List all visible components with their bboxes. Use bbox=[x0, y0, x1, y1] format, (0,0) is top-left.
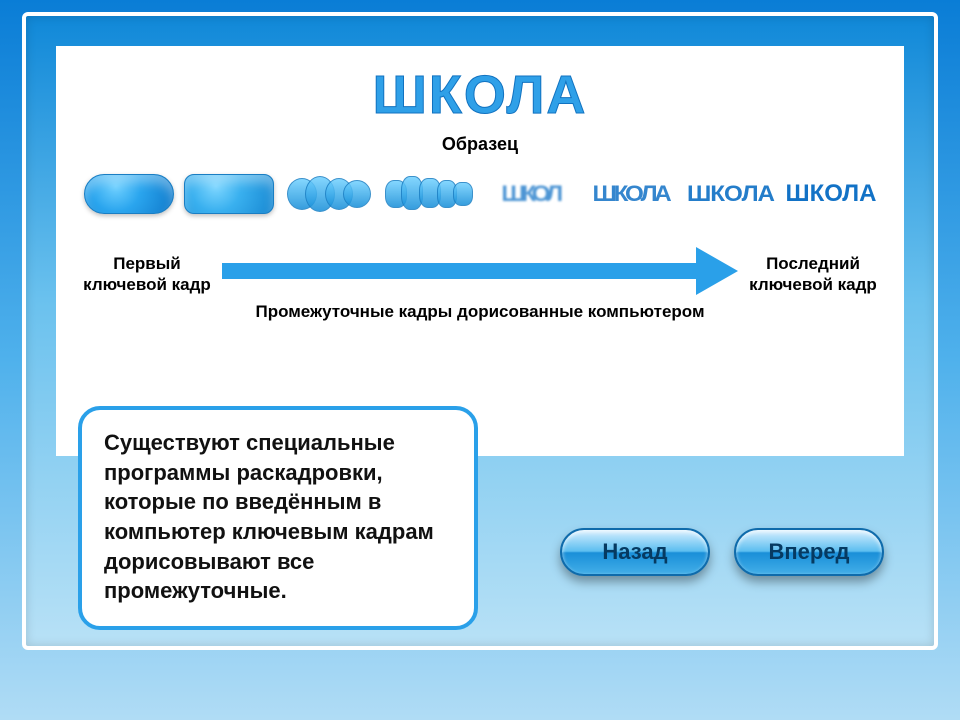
back-button-label: Назад bbox=[602, 539, 667, 565]
back-button[interactable]: Назад bbox=[560, 528, 710, 576]
forward-button[interactable]: Вперед bbox=[734, 528, 884, 576]
first-keyframe-label: Первый ключевой кадр bbox=[82, 253, 212, 296]
keyframe-text: ШКОЛА bbox=[785, 180, 876, 208]
tween-shape bbox=[184, 174, 274, 214]
frame-3 bbox=[283, 172, 377, 216]
frame-5: ШКOЛ bbox=[483, 172, 577, 216]
frame-2 bbox=[182, 172, 276, 216]
frame-1 bbox=[82, 172, 176, 216]
nav-buttons: Назад Вперед bbox=[560, 528, 884, 576]
frame-7: ШКOЛA bbox=[684, 172, 778, 216]
tween-text: ШКOЛA bbox=[687, 181, 774, 207]
info-textbox: Существуют специальные программы раскадр… bbox=[78, 406, 478, 630]
frame-8: ШКОЛА bbox=[784, 172, 878, 216]
last-keyframe-label: Последний ключевой кадр bbox=[748, 253, 878, 296]
tween-shape bbox=[383, 172, 477, 216]
arrow-head-icon bbox=[696, 247, 738, 295]
sample-label: Образец bbox=[56, 134, 904, 155]
page-title: ШКОЛА bbox=[56, 64, 904, 126]
info-text: Существуют специальные программы раскадр… bbox=[104, 428, 452, 606]
forward-button-label: Вперед bbox=[768, 539, 849, 565]
frame-6: ШКOЛA bbox=[583, 172, 677, 216]
tween-text: ШКOЛA bbox=[592, 181, 668, 207]
tween-shape bbox=[283, 172, 377, 216]
tween-label: Промежуточные кадры дорисованные компьют… bbox=[222, 301, 738, 323]
keyframe-shape bbox=[84, 174, 174, 214]
diagram-panel: ШКОЛА Образец bbox=[56, 46, 904, 456]
frames-row: ШКOЛ ШКOЛA ШКOЛA ШКОЛА bbox=[56, 165, 904, 223]
captions-row: Первый ключевой кадр Промежуточные кадры… bbox=[56, 253, 904, 323]
frame-4 bbox=[383, 172, 477, 216]
slide-frame: ШКОЛА Образец bbox=[22, 12, 938, 650]
tween-text: ШКOЛ bbox=[501, 181, 558, 207]
arrow-shaft bbox=[222, 263, 708, 279]
